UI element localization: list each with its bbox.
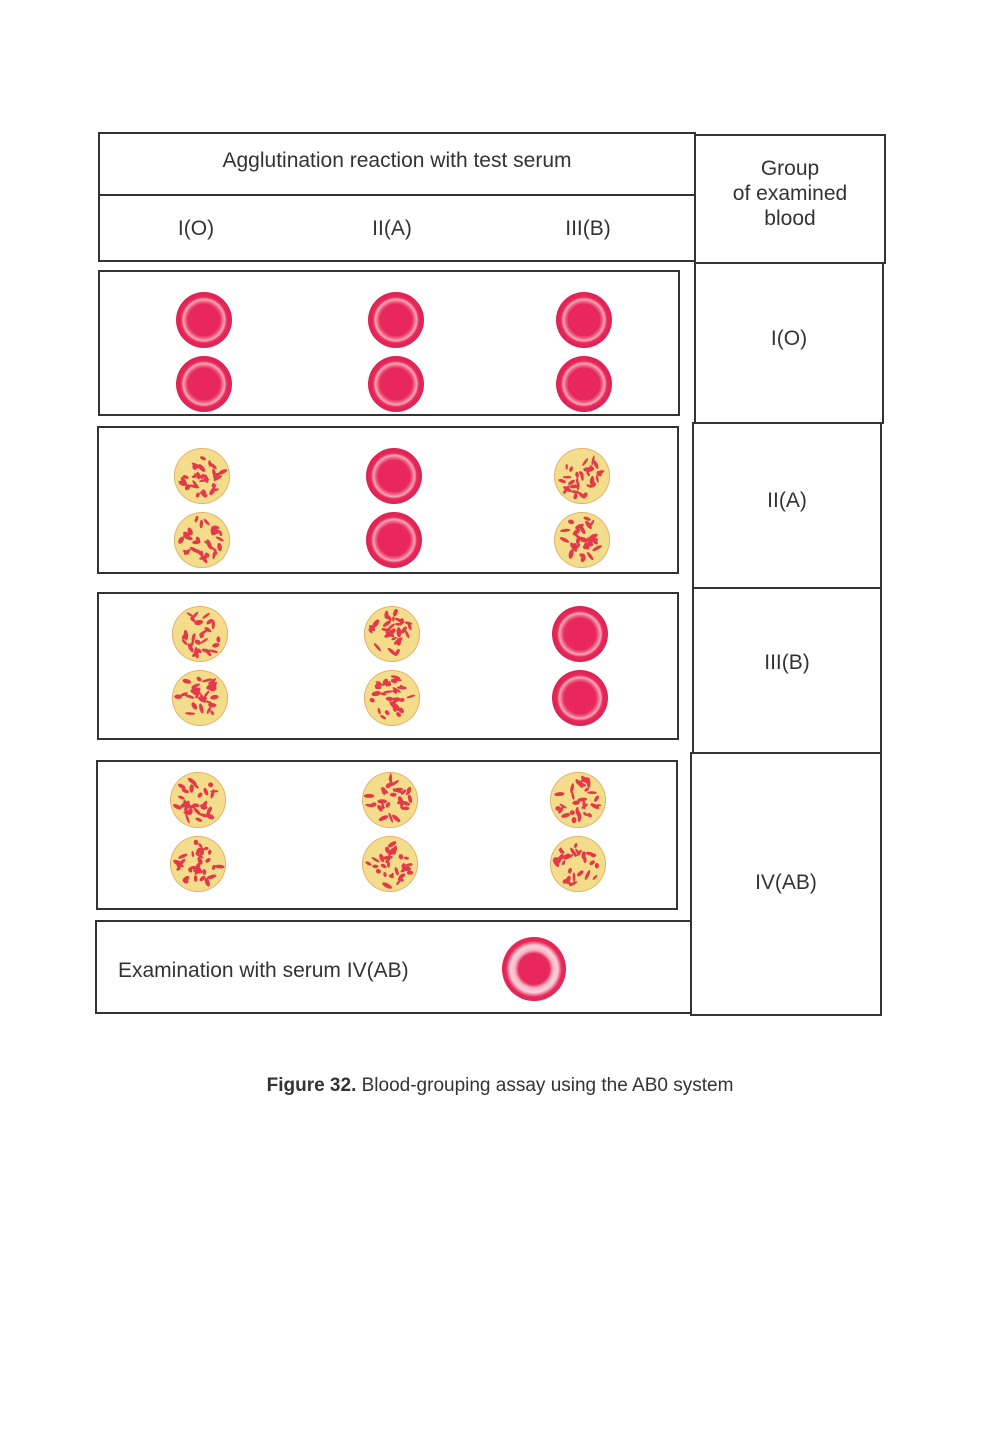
agglutinated-drop-row4-col1-2 [170,836,226,892]
serum-column-label-o: I(O) [177,217,215,240]
group-cell-ab [690,752,882,1016]
reaction-title: Agglutination reaction with test serum [222,149,572,172]
agglutinated-drop-row3-col1-1 [172,606,228,662]
agglutinated-drop-row2-col3-1 [554,448,610,504]
serum-column-label-a: II(A) [372,217,412,240]
group-label-a: II(A) [767,489,807,512]
negative-drop-row1-col2-1 [368,292,424,348]
figure-caption-text: Blood-grouping assay using the AB0 syste… [361,1075,734,1096]
agglutinated-drop-row3-col2-1 [364,606,420,662]
agglutinated-drop-row4-col3-1 [550,772,606,828]
negative-drop-row1-col1-2 [176,356,232,412]
agglutinated-drop-row4-col2-2 [362,836,418,892]
agglutinated-drop-row4-col3-2 [550,836,606,892]
agglutinated-drop-row4-col2-1 [362,772,418,828]
agglutinated-drop-row2-col1-2 [174,512,230,568]
negative-drop-row2-col2-2 [366,512,422,568]
header-divider [98,194,696,196]
negative-drop-row1-col3-2 [556,356,612,412]
group-header-line-3: blood [764,207,816,230]
negative-drop-row3-col3-1 [552,606,608,662]
negative-drop-row1-col2-2 [368,356,424,412]
group-header-line-2: of examined [732,182,848,205]
figure-label: Figure 32. [266,1075,357,1096]
group-cell-a [692,422,882,589]
negative-drop-row1-col3-1 [556,292,612,348]
group-cell-b [692,587,882,754]
reaction-header-box [98,132,696,262]
group-label-ab: IV(AB) [755,871,817,894]
serum-ab-row-box [95,920,692,1014]
serum-ab-label: Examination with serum IV(AB) [118,959,409,982]
agglutinated-drop-row2-col3-2 [554,512,610,568]
agglutinated-drop-row3-col1-2 [172,670,228,726]
agglutinated-drop-row3-col2-2 [364,670,420,726]
agglutinated-drop-row2-col1-1 [174,448,230,504]
group-label-o: I(O) [770,327,808,350]
agglutinated-drop-row4-col1-1 [170,772,226,828]
negative-drop-row3-col3-2 [552,670,608,726]
serum-ab-negative-drop [502,937,566,1001]
group-header-line-1: Group [760,157,820,180]
negative-drop-row2-col2-1 [366,448,422,504]
group-label-b: III(B) [764,651,810,674]
negative-drop-row1-col1-1 [176,292,232,348]
group-header-box [694,134,886,264]
figure-caption: Figure 32. Blood-grouping assay using th… [0,1075,1000,1097]
serum-column-label-b: III(B) [565,217,611,240]
group-header-title: Group of examined blood [694,156,886,231]
